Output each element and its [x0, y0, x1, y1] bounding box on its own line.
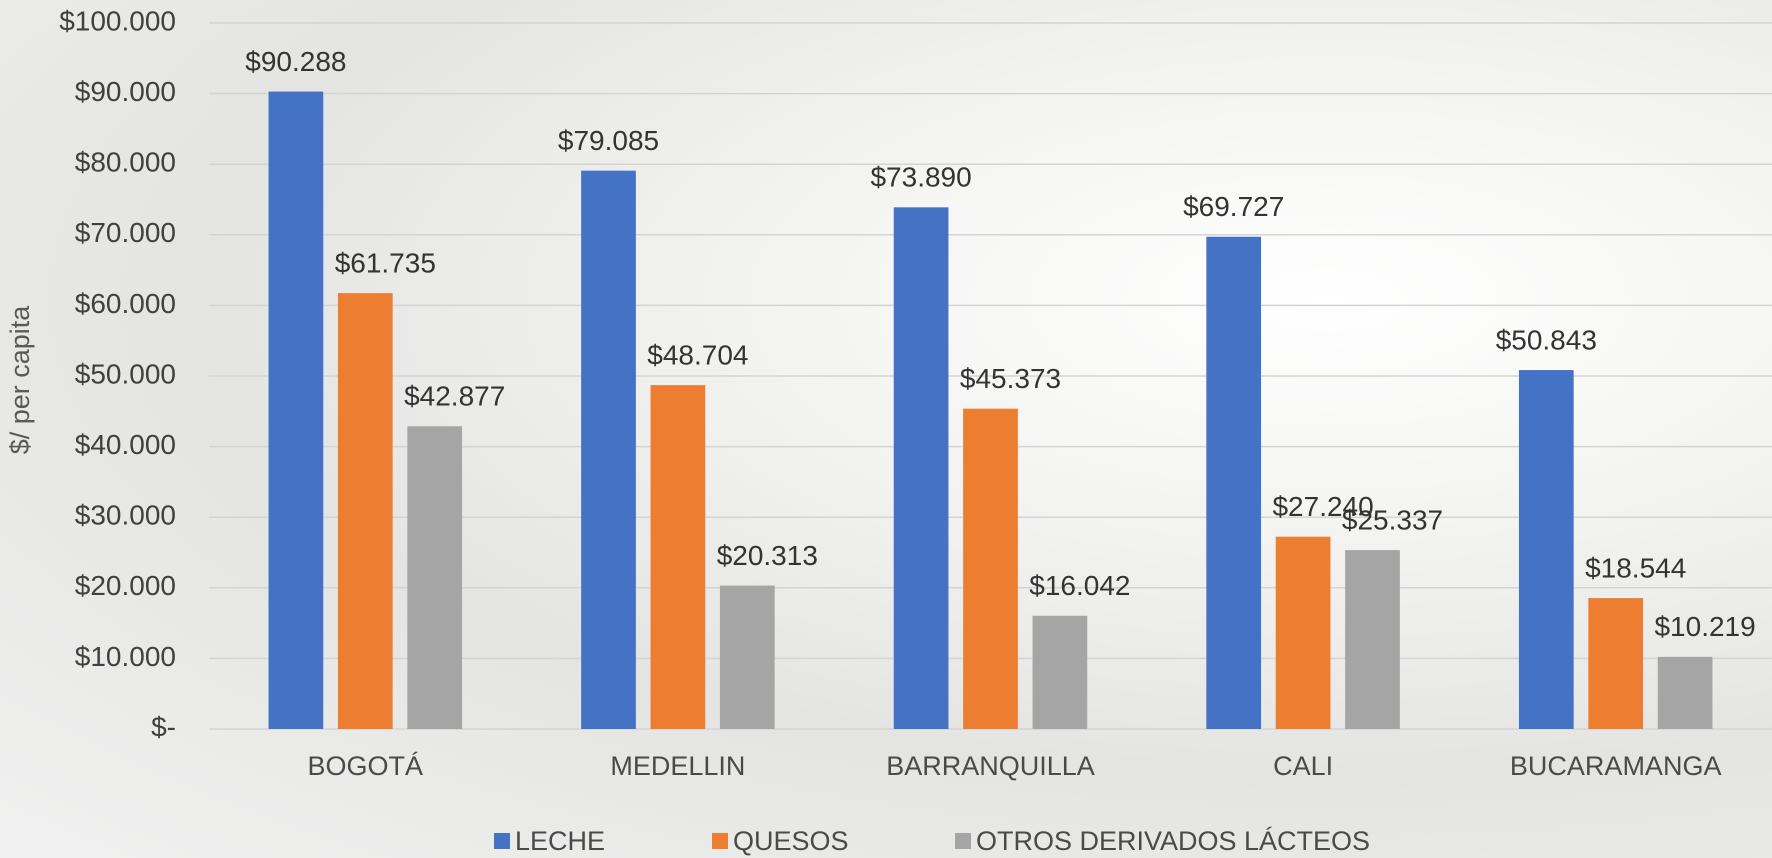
chart: $/ per capita $- $10.000 $20.000 $30.000 $40…	[0, 0, 1772, 858]
data-label: $16.042	[1029, 570, 1130, 601]
data-label: $20.313	[717, 540, 818, 571]
y-tick-label: $30.000	[75, 500, 176, 531]
x-tick-label: CALI	[1273, 751, 1333, 781]
x-tick-label: MEDELLIN	[610, 751, 745, 781]
page: {"chart_data": {"type": "bar", "y_label"…	[0, 0, 1772, 858]
bar	[1588, 598, 1643, 729]
bar	[581, 171, 636, 729]
bar	[1658, 657, 1713, 729]
y-tick-label: $60.000	[75, 288, 176, 319]
legend-swatch	[494, 833, 510, 849]
y-tick-label: $90.000	[75, 76, 176, 107]
x-tick-label: BUCARAMANGA	[1510, 751, 1722, 781]
legend-swatch	[955, 833, 971, 849]
y-tick-label: $100.000	[59, 5, 176, 36]
legend-swatch	[712, 833, 728, 849]
x-tick-label: BARRANQUILLA	[886, 751, 1095, 781]
legend-label: QUESOS	[733, 826, 849, 856]
data-label: $50.843	[1496, 324, 1597, 355]
data-label: $73.890	[870, 162, 971, 193]
bar	[1033, 616, 1088, 729]
legend-label: OTROS DERIVADOS LÁCTEOS	[976, 826, 1370, 856]
y-tick-label: $50.000	[75, 358, 176, 389]
bar	[338, 293, 393, 729]
bar	[407, 426, 462, 729]
data-label: $90.288	[245, 46, 346, 77]
y-tick-label: $40.000	[75, 429, 176, 460]
y-tick-label: $10.000	[75, 641, 176, 672]
data-label: $10.219	[1654, 611, 1755, 642]
y-tick-label: $-	[151, 711, 176, 742]
data-label: $45.373	[960, 363, 1061, 394]
data-label: $79.085	[558, 125, 659, 156]
data-label: $69.727	[1183, 191, 1284, 222]
y-axis-label: $/ per capita	[5, 305, 35, 455]
bar	[1206, 237, 1261, 729]
bar	[1345, 550, 1400, 729]
x-tick-label: BOGOTÁ	[308, 751, 424, 781]
bar	[894, 207, 949, 729]
bar	[963, 409, 1018, 729]
legend-label: LECHE	[515, 826, 605, 856]
data-label: $18.544	[1585, 552, 1686, 583]
data-label: $42.877	[404, 381, 505, 412]
y-tick-label: $70.000	[75, 217, 176, 248]
data-label: $48.704	[647, 340, 748, 371]
data-label: $61.735	[335, 248, 436, 279]
bar	[1276, 537, 1331, 729]
bar	[1519, 370, 1574, 729]
y-tick-label: $20.000	[75, 570, 176, 601]
y-tick-label: $80.000	[75, 147, 176, 178]
bar	[269, 92, 324, 729]
data-label: $25.337	[1342, 505, 1443, 536]
bar	[651, 385, 706, 729]
bar	[720, 586, 775, 729]
